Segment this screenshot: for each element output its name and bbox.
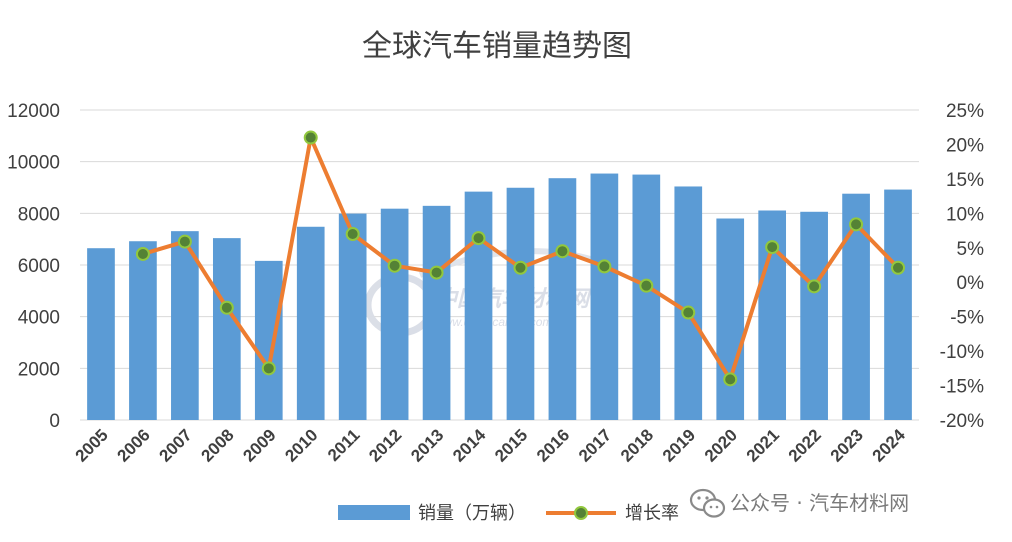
- growth-point: [807, 279, 822, 294]
- x-tick-label: 2022: [785, 425, 825, 465]
- growth-point: [261, 361, 276, 376]
- y-axis-right: -20% -15% -10% -5% 0% 5% 10% 15% 20% 25%: [940, 101, 984, 432]
- x-tick-label: 2018: [617, 425, 657, 465]
- growth-point: [387, 258, 402, 273]
- y-right-tick-label: 25%: [946, 101, 984, 122]
- x-tick-label: 2024: [869, 425, 910, 466]
- growth-point: [429, 265, 444, 280]
- bar: [254, 260, 283, 420]
- account-watermark-text: 公众号 · 汽车材料网: [730, 491, 909, 515]
- bar: [338, 213, 367, 420]
- y-left-tick-label: 8000: [18, 204, 60, 225]
- bar: [464, 191, 493, 420]
- x-tick-label: 2020: [701, 425, 741, 465]
- bar: [87, 248, 115, 420]
- bar: [171, 231, 199, 420]
- bar: [422, 205, 451, 420]
- bar: [800, 211, 828, 420]
- y-right-tick-label: -10%: [940, 342, 984, 363]
- y-right-tick-label: 10%: [946, 204, 984, 225]
- x-axis: 2005 2006 2007 2008 2009 2010 2011 2012 2013 2014…: [72, 425, 910, 466]
- growth-point: [681, 305, 696, 320]
- y-right-tick-label: -5%: [950, 308, 984, 329]
- growth-point: [555, 244, 570, 259]
- y-right-tick-label: 20%: [946, 135, 984, 156]
- x-tick-label: 2009: [239, 425, 279, 465]
- y-axis-left: 0 2000 4000 6000 8000 10000 12000: [7, 101, 60, 432]
- y-left-tick-label: 4000: [18, 308, 60, 329]
- growth-point: [597, 259, 612, 274]
- legend-swatch-growth-marker: [574, 506, 588, 520]
- bar: [716, 218, 745, 420]
- y-left-tick-label: 10000: [7, 153, 60, 174]
- wechat-icon: [689, 488, 726, 518]
- bar: [632, 174, 661, 420]
- x-tick-label: 2010: [281, 425, 321, 465]
- legend-swatch-sales: [338, 505, 410, 520]
- y-right-tick-label: 5%: [957, 239, 985, 260]
- legend: 销量（万辆） 增长率: [338, 503, 679, 524]
- y-left-tick-label: 2000: [18, 359, 60, 380]
- x-tick-label: 2011: [324, 425, 364, 465]
- bar: [548, 178, 577, 420]
- x-tick-label: 2014: [449, 425, 490, 466]
- x-tick-label: 2006: [114, 425, 154, 465]
- bar: [590, 173, 619, 420]
- bar: [380, 208, 409, 420]
- bar: [674, 186, 703, 420]
- x-tick-label: 2012: [365, 425, 405, 465]
- legend-label-sales: 销量（万辆）: [418, 503, 526, 524]
- bar: [296, 226, 325, 420]
- growth-point: [177, 234, 192, 249]
- growth-point: [723, 372, 738, 387]
- bar: [212, 238, 241, 420]
- x-tick-label: 2017: [575, 425, 615, 465]
- bar: [506, 187, 535, 420]
- x-tick-label: 2015: [491, 425, 531, 465]
- growth-point: [891, 260, 906, 275]
- y-right-tick-label: 0%: [957, 273, 985, 294]
- y-right-tick-label: -15%: [940, 377, 984, 398]
- growth-point: [639, 278, 654, 293]
- legend-label-growth: 增长率: [625, 503, 679, 524]
- y-left-tick-label: 6000: [18, 256, 60, 277]
- x-tick-label: 2013: [407, 425, 447, 465]
- growth-point: [135, 246, 150, 261]
- bar: [884, 189, 912, 420]
- x-tick-label: 2019: [659, 425, 699, 465]
- y-left-tick-label: 0: [49, 411, 60, 432]
- growth-point: [849, 217, 864, 232]
- growth-point: [219, 300, 234, 315]
- growth-point: [345, 227, 360, 241]
- chart-title: 全球汽车销量趋势图: [362, 29, 632, 64]
- x-tick-label: 2008: [197, 425, 237, 465]
- x-tick-label: 2007: [156, 425, 196, 465]
- watermark-site-url: www.qichecailiao.com: [435, 315, 552, 329]
- y-right-tick-label: -20%: [940, 411, 984, 432]
- growth-point: [513, 260, 528, 275]
- growth-point: [765, 240, 780, 255]
- y-left-tick-label: 12000: [7, 101, 60, 122]
- x-tick-label: 2016: [533, 425, 573, 465]
- growth-point: [471, 231, 486, 246]
- bar: [129, 241, 157, 420]
- growth-point: [303, 130, 318, 145]
- line-series: [135, 130, 906, 387]
- y-right-tick-label: 15%: [946, 170, 984, 191]
- x-tick-label: 2023: [827, 425, 867, 465]
- x-tick-label: 2005: [72, 425, 112, 465]
- account-watermark: 公众号 · 汽车材料网: [689, 488, 909, 518]
- x-tick-label: 2021: [743, 425, 783, 465]
